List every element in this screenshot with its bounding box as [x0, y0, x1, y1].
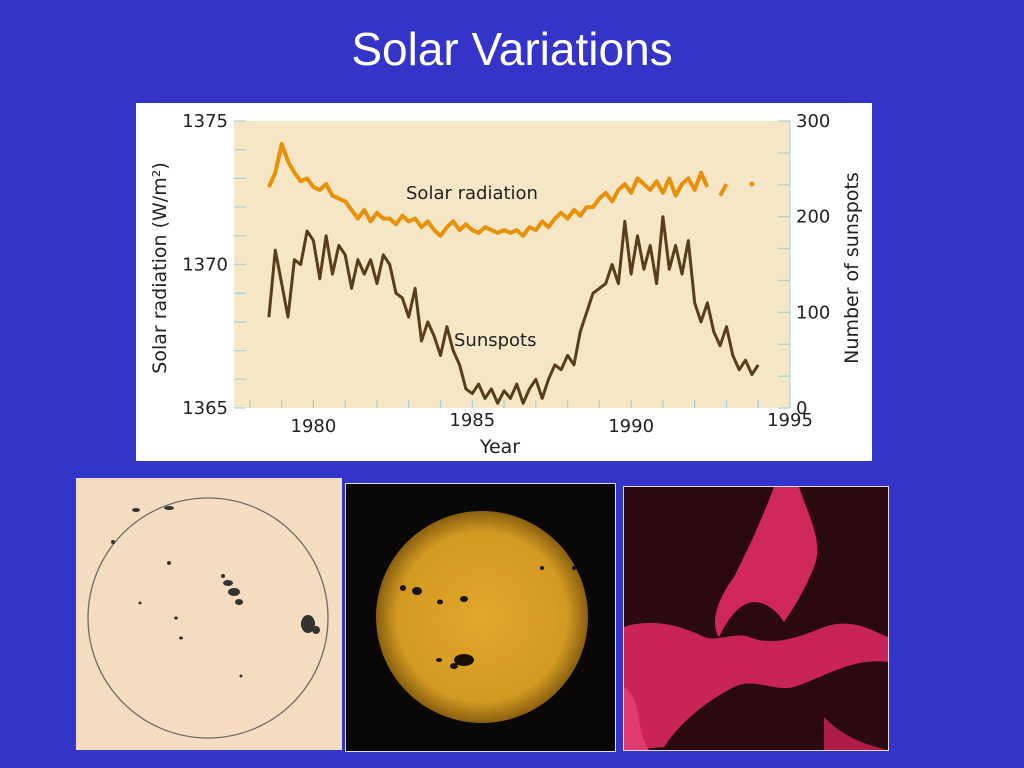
solar-radiation-line-segment: [718, 183, 729, 197]
left-tick-label: 1375: [182, 111, 228, 132]
left-tick-label: 1370: [182, 255, 228, 276]
solar-chart-panel: 1365 1370 1375 0 100 200 300 1980 1985 1990 1995…: [136, 103, 872, 461]
x-tick-label: 1980: [291, 416, 337, 437]
right-tick-label: 100: [796, 302, 830, 323]
sunspots-line: [267, 215, 760, 405]
x-tick-label: 1985: [449, 410, 495, 431]
sunspots-annotation: Sunspots: [454, 330, 537, 351]
bottom-axis: 1980 1985 1990 1995: [249, 400, 813, 437]
plot-area: [234, 121, 790, 408]
sun-photo-image: [345, 483, 616, 752]
radiation-annotation: Solar radiation: [406, 183, 538, 204]
y-left-axis-label: Solar radiation (W/m²): [149, 162, 171, 373]
left-tick-label: 1365: [182, 398, 228, 419]
solar-flare-image: [623, 486, 889, 751]
solar-radiation-line: [267, 142, 710, 238]
x-tick-label: 1995: [767, 410, 813, 431]
right-axis: 0 100 200 300: [778, 111, 830, 419]
sunspot-drawing-image: [76, 478, 342, 750]
slide-title: Solar Variations: [351, 23, 673, 75]
right-tick-label: 200: [796, 207, 830, 228]
y-right-axis-label: Number of sunspots: [841, 172, 863, 364]
left-axis: 1365 1370 1375: [182, 111, 246, 419]
series-lines: [267, 142, 760, 405]
solar-chart: 1365 1370 1375 0 100 200 300 1980 1985 1990 1995…: [149, 111, 863, 458]
right-tick-label: 0: [796, 398, 807, 419]
right-tick-label: 300: [796, 111, 830, 132]
x-tick-label: 1990: [608, 416, 654, 437]
x-axis-label: Year: [479, 436, 520, 458]
solar-radiation-point: [749, 181, 755, 187]
